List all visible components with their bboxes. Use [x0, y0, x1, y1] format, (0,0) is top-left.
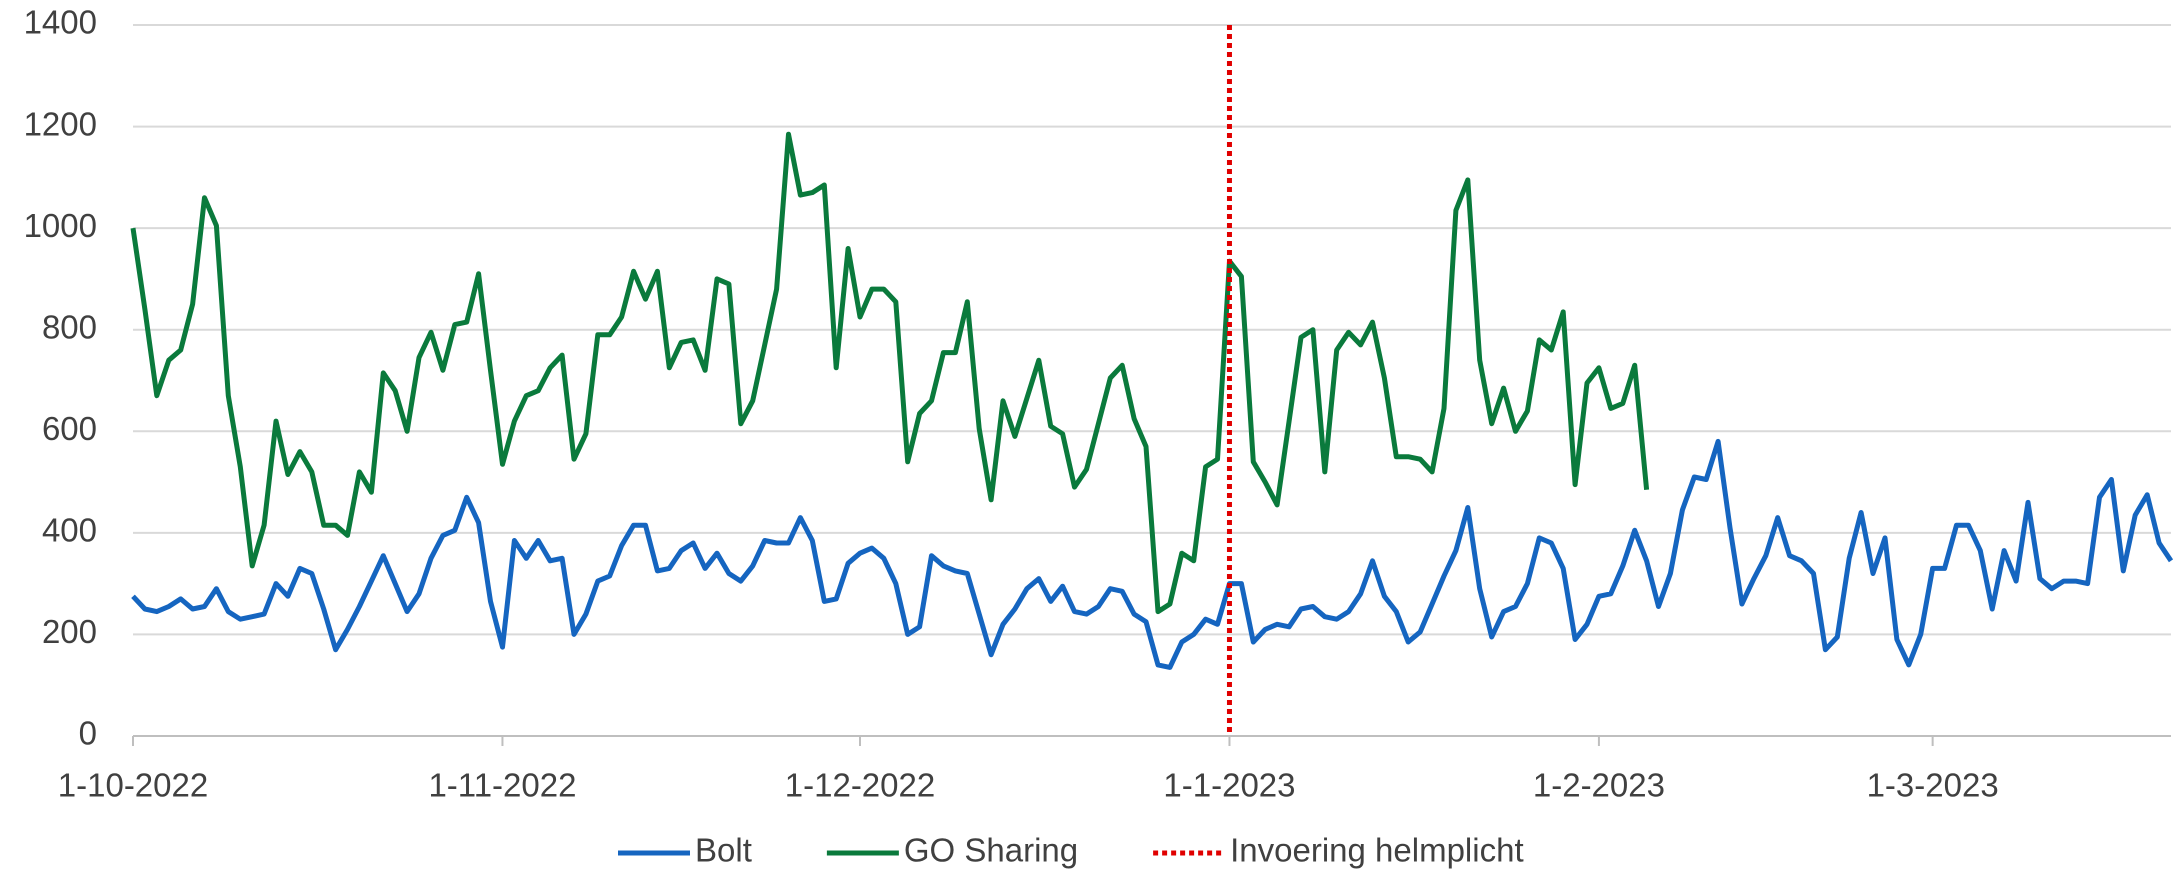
- y-tick-label: 0: [79, 715, 97, 752]
- y-tick-label: 1200: [24, 105, 97, 142]
- series-line: [130, 131, 1650, 615]
- y-tick-label: 600: [42, 410, 97, 447]
- legend-label: Bolt: [695, 832, 752, 869]
- x-tick-label: 1-10-2022: [58, 767, 208, 804]
- y-tick-label: 1000: [24, 207, 97, 244]
- y-tick-label: 1400: [24, 4, 97, 41]
- x-tick-label: 1-1-2023: [1163, 767, 1295, 804]
- y-tick-label: 200: [42, 613, 97, 650]
- x-tick-label: 1-2-2023: [1533, 767, 1665, 804]
- x-tick-label: 1-12-2022: [785, 767, 935, 804]
- y-tick-label: 800: [42, 308, 97, 345]
- y-tick-label: 400: [42, 512, 97, 549]
- x-tick-label: 1-11-2022: [428, 767, 576, 804]
- legend-label: Invoering helmplicht: [1230, 832, 1524, 869]
- legend-label: GO Sharing: [904, 832, 1078, 869]
- series-line: [131, 438, 2174, 670]
- x-tick-label: 1-3-2023: [1867, 767, 1999, 804]
